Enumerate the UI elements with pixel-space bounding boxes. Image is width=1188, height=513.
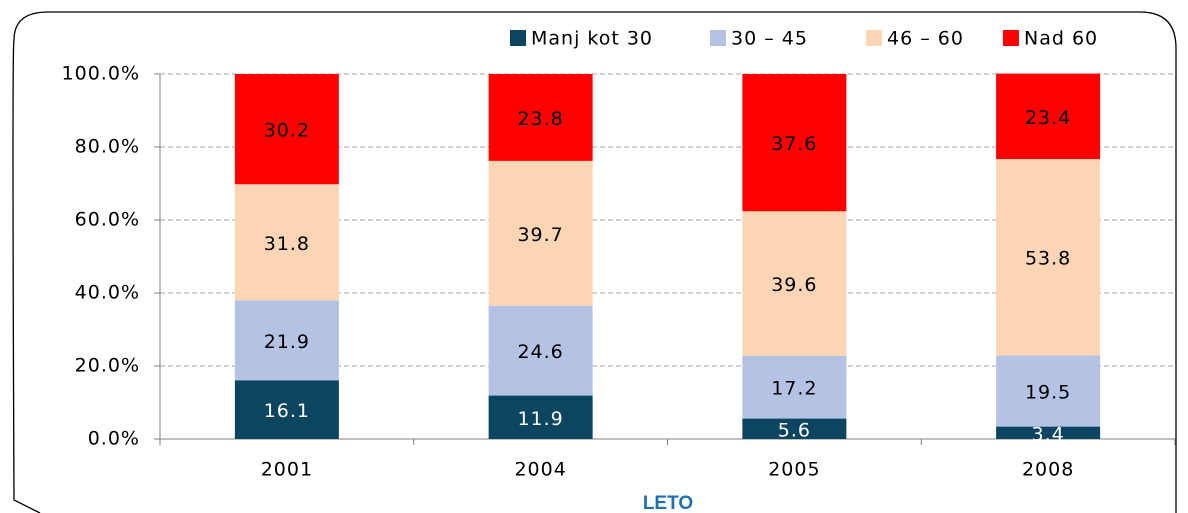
data-label: 21.9 xyxy=(264,331,310,353)
legend-swatch xyxy=(866,30,882,46)
data-label: 23.8 xyxy=(517,108,563,130)
data-label: 30.2 xyxy=(264,120,310,142)
y-tick-label: 100.0% xyxy=(62,63,140,85)
bar-segment xyxy=(488,74,593,161)
legend-label: 46 – 60 xyxy=(887,28,964,50)
data-label: 17.2 xyxy=(771,378,817,400)
data-label: 19.5 xyxy=(1025,382,1071,404)
bar-segment xyxy=(742,418,847,439)
legend-label: Manj kot 30 xyxy=(531,28,653,50)
bar-segment xyxy=(234,74,339,185)
bar-segment xyxy=(488,160,593,306)
data-label: 3.4 xyxy=(1032,423,1065,445)
legend-swatch xyxy=(710,30,726,46)
x-tick-label: 2001 xyxy=(261,459,313,481)
data-label: 23.4 xyxy=(1025,107,1071,129)
data-label: 53.8 xyxy=(1025,248,1071,270)
legend-label: 30 – 45 xyxy=(731,28,808,50)
x-axis-label: LETO xyxy=(643,493,693,513)
data-label: 39.6 xyxy=(771,274,817,296)
y-tick-label: 0.0% xyxy=(88,428,140,450)
x-tick-label: 2004 xyxy=(514,459,566,481)
chart-frame xyxy=(12,11,1177,513)
bar-segment xyxy=(488,395,593,439)
data-label: 16.1 xyxy=(264,400,310,422)
bar-segment xyxy=(996,159,1101,356)
y-tick-label: 60.0% xyxy=(75,209,140,231)
data-label: 24.6 xyxy=(517,341,563,363)
data-label: 5.6 xyxy=(778,419,811,441)
legend-label: Nad 60 xyxy=(1024,28,1098,50)
bar-segment xyxy=(996,426,1101,439)
y-tick-label: 40.0% xyxy=(75,282,140,304)
bar-segment xyxy=(234,380,339,439)
y-tick-label: 80.0% xyxy=(75,136,140,158)
data-label: 37.6 xyxy=(771,133,817,155)
bar-segment xyxy=(234,184,339,301)
bar-segment xyxy=(742,355,847,419)
x-tick-label: 2008 xyxy=(1022,459,1074,481)
bar-segment xyxy=(742,74,847,212)
y-tick-label: 20.0% xyxy=(75,355,140,377)
bar-segment xyxy=(234,300,339,381)
bar-segment xyxy=(488,305,593,396)
bar-segment xyxy=(742,211,847,356)
data-label: 31.8 xyxy=(264,233,310,255)
data-label: 39.7 xyxy=(517,224,563,246)
bar-segment xyxy=(996,355,1101,427)
bar-segment xyxy=(996,73,1101,160)
legend-swatch xyxy=(1003,30,1019,46)
x-tick-label: 2005 xyxy=(768,459,820,481)
legend-swatch xyxy=(510,30,526,46)
data-label: 11.9 xyxy=(517,408,563,430)
